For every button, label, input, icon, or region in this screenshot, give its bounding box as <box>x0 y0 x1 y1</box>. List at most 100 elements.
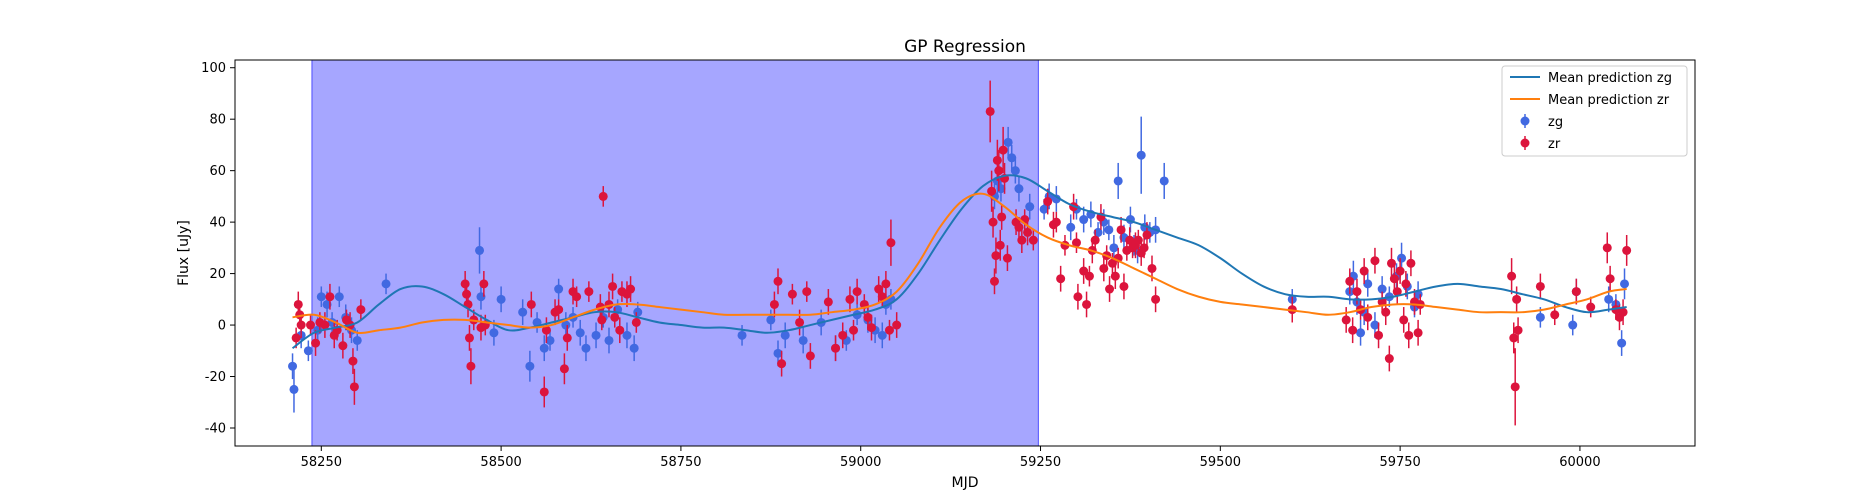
marker-zr-116 <box>1142 230 1152 240</box>
x-tick-label-60000: 60000 <box>1559 455 1600 470</box>
x-tick-label-59500: 59500 <box>1200 455 1241 470</box>
y-tick-label--40: -40 <box>205 421 226 436</box>
point-zr-68 <box>892 312 902 338</box>
marker-zr-57 <box>845 294 855 304</box>
point-zg-25 <box>575 319 585 346</box>
point-zg-17 <box>518 299 528 326</box>
point-zr-156 <box>1618 299 1628 326</box>
marker-zg-92 <box>1535 312 1545 322</box>
marker-zr-56 <box>838 330 848 340</box>
marker-zg-66 <box>1109 243 1119 253</box>
marker-zr-16 <box>356 305 366 315</box>
marker-zr-53 <box>805 351 815 361</box>
marker-zr-132 <box>1386 258 1396 268</box>
marker-zr-77 <box>997 212 1007 222</box>
marker-zg-72 <box>1136 150 1146 160</box>
point-zr-35 <box>584 281 594 302</box>
point-zg-1 <box>289 366 299 413</box>
legend-swatch-zg-points <box>1520 114 1530 128</box>
marker-zr-136 <box>1399 315 1409 325</box>
marker-zr-75 <box>994 166 1004 176</box>
point-zr-4 <box>306 314 316 336</box>
marker-zg-11 <box>352 335 362 345</box>
point-zg-13 <box>475 227 485 274</box>
marker-zr-83 <box>1017 235 1027 245</box>
marker-zr-97 <box>1084 271 1094 281</box>
point-zg-8 <box>334 286 344 308</box>
marker-zg-88 <box>1397 253 1407 263</box>
legend: Mean prediction zg Mean prediction zr zg… <box>1501 65 1688 157</box>
x-tick-label-58750: 58750 <box>660 455 701 470</box>
point-zg-76 <box>1159 162 1169 199</box>
marker-zr-35 <box>584 287 594 297</box>
x-tick-label-59000: 59000 <box>840 455 881 470</box>
point-zg-97 <box>1617 330 1627 356</box>
y-tick-label-80: 80 <box>209 113 226 128</box>
marker-zr-145 <box>1510 382 1520 392</box>
marker-zg-83 <box>1363 279 1373 289</box>
point-zr-95 <box>1079 258 1089 284</box>
point-zr-147 <box>1513 317 1523 344</box>
point-zg-26 <box>581 335 591 362</box>
marker-zr-85 <box>1023 227 1033 237</box>
point-zr-42 <box>615 317 625 344</box>
point-zr-69 <box>985 80 995 143</box>
point-zg-67 <box>1113 162 1123 199</box>
point-zg-66 <box>1109 234 1119 261</box>
marker-zg-76 <box>1159 176 1169 186</box>
marker-zr-28 <box>541 325 551 335</box>
point-zr-28 <box>541 317 551 344</box>
point-zr-83 <box>1017 227 1027 253</box>
marker-zr-80 <box>1002 253 1012 263</box>
marker-zg-8 <box>334 292 344 302</box>
y-tick-label--20: -20 <box>205 370 226 385</box>
point-zg-72 <box>1136 116 1146 194</box>
marker-zr-38 <box>598 191 608 201</box>
point-zr-138 <box>1404 322 1414 349</box>
point-zr-48 <box>773 268 783 295</box>
marker-zr-157 <box>1622 245 1632 255</box>
marker-zr-37 <box>597 315 607 325</box>
point-zg-3 <box>303 340 313 362</box>
point-zr-129 <box>1377 291 1387 313</box>
point-zr-50 <box>787 283 797 305</box>
point-zr-103 <box>1105 276 1115 302</box>
marker-zr-101 <box>1099 263 1109 273</box>
point-zr-105 <box>1110 263 1120 290</box>
marker-zr-58 <box>849 325 859 335</box>
legend-swatch-zr-points <box>1520 136 1530 150</box>
marker-zr-66 <box>884 325 894 335</box>
marker-zr-24 <box>479 279 489 289</box>
x-tick-label-59750: 59750 <box>1379 455 1420 470</box>
marker-zr-105 <box>1110 271 1120 281</box>
point-zr-128 <box>1374 322 1384 349</box>
marker-zr-153 <box>1605 274 1615 284</box>
marker-zr-127 <box>1370 256 1380 266</box>
marker-zr-4 <box>306 320 316 330</box>
point-zr-134 <box>1392 278 1402 305</box>
point-zr-121 <box>1345 268 1355 295</box>
point-zr-93 <box>1071 232 1081 253</box>
marker-zr-143 <box>1507 271 1517 281</box>
y-tick-label-20: 20 <box>209 267 226 282</box>
marker-zr-14 <box>348 356 358 366</box>
plot-frame <box>234 59 1696 447</box>
marker-zr-76 <box>995 240 1005 250</box>
marker-zr-5 <box>311 338 321 348</box>
point-zg-55 <box>1025 193 1035 220</box>
marker-zr-96 <box>1082 299 1092 309</box>
point-zr-118 <box>1151 286 1161 313</box>
point-zr-151 <box>1586 296 1596 318</box>
shaded-region <box>311 60 1039 446</box>
marker-zr-30 <box>554 305 564 315</box>
marker-zr-51 <box>795 317 805 327</box>
marker-zr-134 <box>1392 287 1402 297</box>
point-zr-77 <box>997 204 1007 230</box>
x-axis-label: MJD <box>952 475 979 491</box>
point-zg-81 <box>1356 319 1366 346</box>
point-zg-16 <box>496 286 506 313</box>
point-zg-45 <box>877 322 887 349</box>
marker-zr-61 <box>863 312 873 322</box>
marker-zr-54 <box>823 297 833 307</box>
